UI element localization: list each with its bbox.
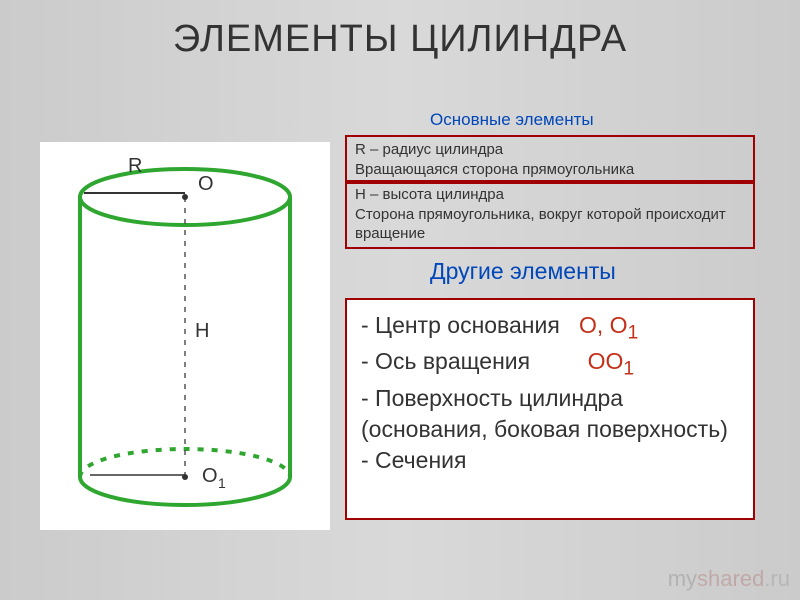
svg-text:1: 1 (218, 475, 226, 491)
subtitle-main: Основные элементы (430, 110, 594, 130)
definition-radius-box: R – радиус цилиндра Вращающаяся сторона … (345, 135, 755, 184)
definition-height-box: H – высота цилиндра Сторона прямоугольни… (345, 180, 755, 249)
other-elements-box: - Центр основания O, O1 - Ось вращения O… (345, 298, 755, 520)
radius-line1: R – радиус цилиндра (355, 140, 745, 160)
height-line2: Сторона прямоугольника, вокруг которой п… (355, 205, 745, 244)
height-line1: H – высота цилиндра (355, 185, 745, 205)
watermark: myshared.ru (668, 566, 790, 592)
cylinder-svg: ROHO1 (40, 142, 330, 530)
cylinder-diagram: ROHO1 (40, 142, 330, 530)
elem-sections: - Сечения (361, 445, 739, 476)
svg-text:R: R (128, 155, 142, 177)
svg-text:O: O (198, 173, 214, 195)
elem-axis: - Ось вращения OO1 (361, 346, 739, 382)
svg-text:H: H (195, 320, 209, 342)
svg-text:O: O (202, 465, 218, 487)
radius-line2: Вращающаяся сторона прямоугольника (355, 160, 745, 180)
elem-center: - Центр основания O, O1 (361, 310, 739, 346)
elem-surface: - Поверхность цилиндра (основания, боков… (361, 383, 739, 445)
subtitle-other: Другие элементы (430, 258, 616, 285)
page-title: ЭЛЕМЕНТЫ ЦИЛИНДРА (0, 0, 800, 67)
